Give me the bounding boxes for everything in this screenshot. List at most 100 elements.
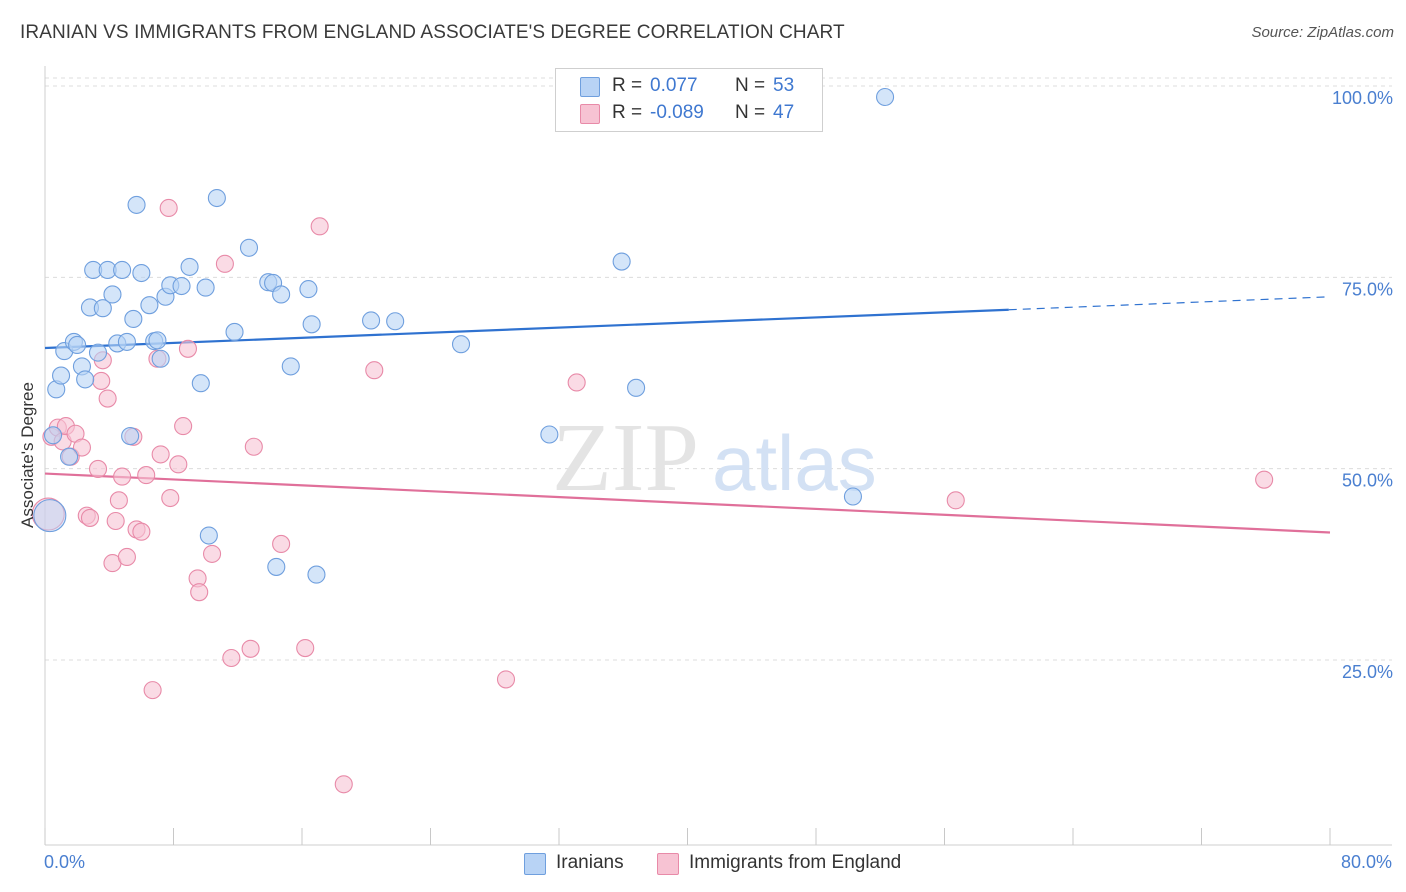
point-iranians bbox=[33, 499, 67, 533]
legend-swatch-iranians bbox=[524, 853, 546, 875]
trend-line-iranians-extension bbox=[1008, 296, 1331, 311]
point-iranians bbox=[612, 252, 631, 271]
trend-lines bbox=[44, 296, 1331, 534]
point-iranians bbox=[148, 331, 167, 350]
legend-n-label: N = bbox=[735, 75, 766, 96]
point-iranians bbox=[362, 311, 381, 330]
y-axis-label: Associate's Degree bbox=[18, 382, 37, 528]
point-iranians bbox=[103, 285, 122, 304]
point-iranians bbox=[225, 322, 244, 342]
legend-label-england: Immigrants from England bbox=[689, 852, 902, 873]
point-england bbox=[215, 254, 234, 273]
point-england bbox=[203, 544, 222, 563]
point-iranians bbox=[180, 257, 199, 276]
point-iranians bbox=[60, 447, 79, 466]
source-label: Source: ZipAtlas.com bbox=[1251, 24, 1394, 41]
point-iranians bbox=[281, 357, 300, 376]
point-england bbox=[272, 534, 291, 554]
point-iranians bbox=[121, 426, 140, 446]
y-tick-label: 50.0% bbox=[1342, 471, 1393, 491]
point-iranians bbox=[267, 557, 286, 576]
x-tick-label-min: 0.0% bbox=[44, 852, 86, 872]
point-iranians bbox=[43, 426, 63, 445]
point-iranians bbox=[88, 343, 108, 362]
legend-n-label: N = bbox=[735, 102, 766, 123]
legend-r-label: R = bbox=[612, 75, 643, 96]
legend-r-label: R = bbox=[612, 102, 643, 123]
y-tick-label: 25.0% bbox=[1342, 662, 1393, 682]
point-iranians bbox=[76, 370, 95, 389]
point-iranians bbox=[207, 188, 226, 208]
point-england bbox=[567, 373, 586, 392]
point-iranians bbox=[196, 278, 215, 297]
point-england bbox=[365, 361, 384, 380]
point-iranians bbox=[172, 276, 191, 296]
point-england bbox=[113, 467, 132, 486]
point-england bbox=[241, 639, 260, 658]
point-iranians bbox=[113, 260, 132, 280]
point-iranians bbox=[239, 238, 259, 257]
y-tick-label: 75.0% bbox=[1342, 279, 1393, 299]
point-iranians bbox=[93, 299, 112, 318]
point-iranians bbox=[117, 332, 136, 351]
legend-label-iranians: Iranians bbox=[556, 852, 624, 873]
series-legend: Iranians Immigrants from England bbox=[0, 852, 1406, 878]
point-iranians bbox=[124, 309, 143, 328]
point-england bbox=[98, 389, 117, 408]
point-england bbox=[169, 455, 188, 474]
point-iranians bbox=[272, 285, 291, 304]
point-england bbox=[296, 638, 315, 658]
point-iranians bbox=[127, 195, 146, 214]
point-england bbox=[222, 648, 241, 668]
point-england bbox=[109, 491, 128, 510]
point-england bbox=[174, 417, 193, 436]
legend-r-value: -0.089 bbox=[650, 102, 704, 123]
point-england bbox=[334, 775, 353, 794]
watermark-zip: ZIP bbox=[552, 404, 699, 512]
point-england bbox=[161, 488, 180, 508]
legend-swatch-blue bbox=[580, 77, 600, 97]
point-england bbox=[244, 437, 263, 456]
point-iranians bbox=[843, 487, 862, 506]
y-tick-label: 100.0% bbox=[1332, 88, 1393, 108]
point-iranians bbox=[451, 335, 471, 354]
point-iranians bbox=[299, 280, 318, 299]
point-iranians bbox=[627, 378, 646, 397]
trend-line-iranians bbox=[44, 308, 1009, 350]
point-iranians bbox=[191, 374, 210, 393]
point-iranians bbox=[307, 565, 326, 584]
legend-r-value: 0.077 bbox=[650, 75, 698, 96]
point-iranians bbox=[140, 296, 159, 315]
point-iranians bbox=[199, 526, 218, 545]
point-iranians bbox=[876, 87, 895, 107]
point-england bbox=[143, 681, 162, 700]
point-iranians bbox=[132, 263, 151, 283]
stats-legend: R = 0.077 N = 53 R = -0.089 N = 47 bbox=[555, 68, 823, 132]
point-iranians bbox=[151, 349, 170, 368]
point-england bbox=[946, 491, 965, 510]
point-england bbox=[88, 459, 108, 479]
grid-lines bbox=[45, 77, 1392, 661]
watermark: ZIP atlas bbox=[552, 404, 877, 512]
legend-n-value: 47 bbox=[773, 102, 795, 123]
legend-swatch-pink bbox=[580, 104, 600, 124]
axes bbox=[44, 66, 1392, 846]
point-iranians bbox=[302, 315, 321, 334]
point-england bbox=[496, 670, 516, 689]
point-iranians bbox=[540, 425, 559, 444]
point-england bbox=[178, 339, 198, 358]
point-england bbox=[190, 583, 209, 602]
point-england bbox=[80, 508, 100, 527]
point-england bbox=[310, 217, 329, 236]
point-iranians bbox=[68, 335, 87, 355]
point-england bbox=[117, 547, 136, 567]
scatter-points bbox=[31, 87, 1274, 794]
point-england bbox=[72, 438, 91, 457]
trend-line-england bbox=[44, 472, 1331, 534]
x-tick-label-max: 80.0% bbox=[1340, 852, 1392, 872]
point-england bbox=[1255, 470, 1274, 489]
point-england bbox=[137, 466, 156, 485]
y-tick-labels: 25.0% 50.0% 75.0% 100.0% bbox=[1332, 88, 1393, 682]
point-england bbox=[106, 511, 125, 531]
